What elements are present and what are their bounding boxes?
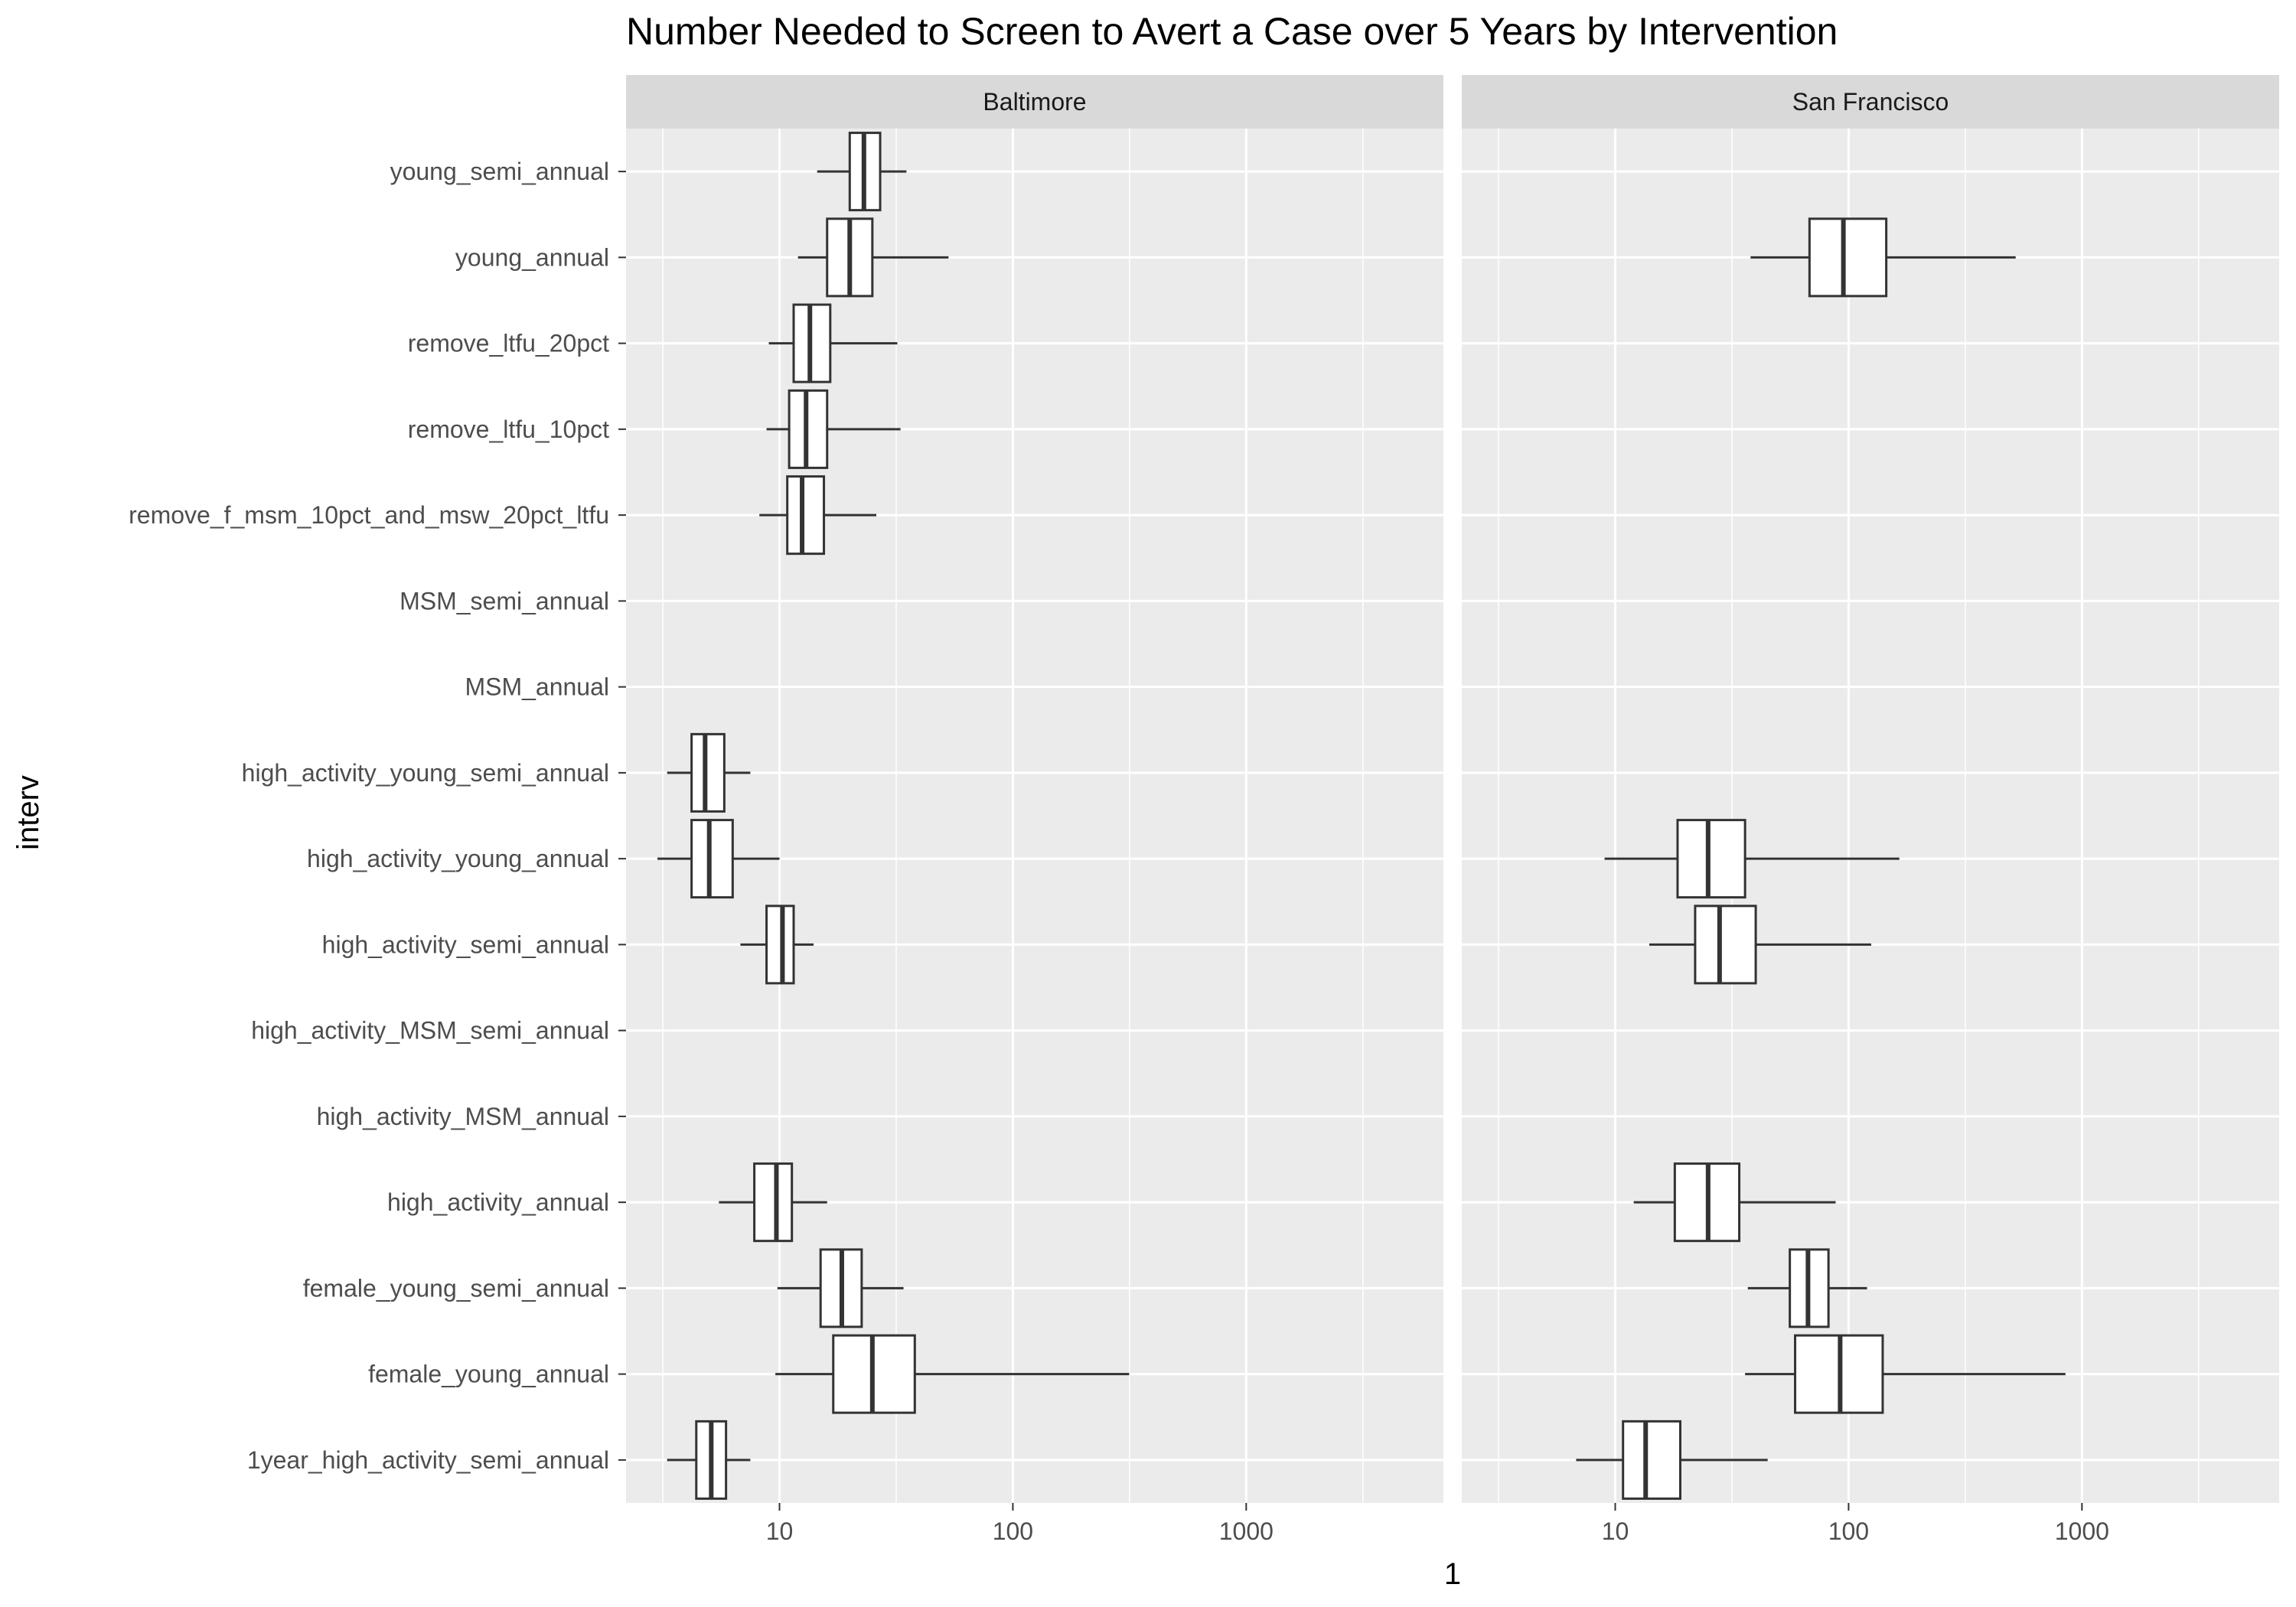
box-baltimore-young-semi-annual [817, 132, 907, 212]
box-iqr [690, 732, 726, 813]
y-tick-label-high-activity-annual: high_activity_annual [387, 1188, 609, 1216]
x-axis-title: 1 [1444, 1557, 1461, 1591]
box-iqr [765, 905, 795, 985]
box-iqr [786, 475, 826, 556]
box-san-francisco-high-activity-semi-annual [1649, 905, 1871, 985]
box-baltimore-high-activity-annual [719, 1162, 827, 1243]
y-tick-label-msm-semi-annual: MSM_semi_annual [400, 587, 609, 614]
box-baltimore-high-activity-semi-annual [740, 905, 814, 985]
y-axis: young_semi_annual young_annual remove_ltfu… [129, 158, 626, 1474]
panel-bg-baltimore [626, 129, 1443, 1503]
box-iqr [690, 819, 734, 899]
box-iqr [753, 1162, 794, 1243]
box-baltimore-remove-ltfu-20pct [768, 303, 898, 383]
box-iqr [1808, 217, 1888, 298]
y-tick-label-young-semi-annual: young_semi_annual [390, 158, 609, 185]
box-san-francisco-female-young-semi-annual [1747, 1248, 1867, 1328]
box-baltimore-high-activity-young-semi-annual [667, 732, 751, 813]
box-baltimore-female-young-semi-annual [777, 1248, 904, 1328]
y-tick-label-female-young-semi-annual: female_young_semi_annual [303, 1274, 609, 1302]
box-san-francisco-1year-high-activity-semi-annual [1576, 1420, 1768, 1500]
x-tick-label: 1000 [1219, 1517, 1274, 1545]
box-san-francisco-female-young-annual [1745, 1334, 2066, 1414]
panel-bg-san-francisco [1462, 129, 2279, 1503]
y-tick-label-msm-annual: MSM_annual [465, 673, 609, 701]
y-tick-label-young-annual: young_annual [455, 243, 609, 271]
box-baltimore-remove-f-msm-10pct-and-msw-20pct-ltfu [759, 475, 877, 556]
box-san-francisco-high-activity-annual [1633, 1162, 1836, 1243]
box-baltimore-high-activity-young-annual [657, 819, 780, 899]
y-axis-title: interv [11, 775, 45, 850]
box-baltimore-young-annual [797, 217, 949, 298]
y-tick-label-remove-ltfu-20pct: remove_ltfu_20pct [408, 330, 609, 357]
strip-label-baltimore: Baltimore [983, 88, 1086, 116]
panel-san-francisco: San Francisco 10 100 1000 [1462, 75, 2279, 1545]
box-san-francisco-high-activity-young-annual [1604, 819, 1900, 899]
y-tick-label-high-activity-young-semi-annual: high_activity_young_semi_annual [242, 759, 609, 787]
box-baltimore-1year-high-activity-semi-annual [667, 1420, 751, 1500]
y-tick-label-remove-ltfu-10pct: remove_ltfu_10pct [408, 416, 609, 443]
y-tick-label-remove-f-msm-10pct-and-msw-20pct-ltfu: remove_f_msm_10pct_and_msw_20pct_ltfu [129, 501, 609, 529]
box-baltimore-remove-ltfu-10pct [766, 389, 901, 469]
y-tick-label-high-activity-semi-annual: high_activity_semi_annual [322, 931, 609, 958]
box-iqr [1622, 1420, 1681, 1500]
y-tick-label-female-young-annual: female_young_annual [368, 1361, 609, 1388]
box-iqr [1694, 905, 1757, 985]
x-tick-label: 100 [1828, 1517, 1869, 1545]
strip-bg-baltimore [626, 75, 1443, 129]
y-tick-label-high-activity-msm-annual: high_activity_MSM_annual [317, 1103, 609, 1130]
strip-bg-san-francisco [1462, 75, 2279, 129]
box-iqr [1676, 819, 1746, 899]
x-tick-label: 10 [766, 1517, 794, 1545]
y-tick-label-high-activity-young-annual: high_activity_young_annual [307, 845, 609, 872]
box-baltimore-female-young-annual [775, 1334, 1130, 1414]
y-tick-label-high-activity-msm-semi-annual: high_activity_MSM_semi_annual [251, 1017, 609, 1045]
box-san-francisco-young-annual [1750, 217, 2016, 298]
panels: Baltimore 10 100 1000 San Francisco 10 100 1000 [626, 75, 2279, 1545]
strip-label-san-francisco: San Francisco [1792, 88, 1949, 116]
panel-baltimore: Baltimore 10 100 1000 [626, 75, 1443, 1545]
x-tick-label: 100 [993, 1517, 1033, 1545]
x-tick-label: 1000 [2055, 1517, 2109, 1545]
chart-title: Number Needed to Screen to Avert a Case … [626, 10, 1838, 53]
y-tick-label-1year-high-activity-semi-annual: 1year_high_activity_semi_annual [247, 1446, 609, 1474]
x-tick-label: 10 [1602, 1517, 1629, 1545]
